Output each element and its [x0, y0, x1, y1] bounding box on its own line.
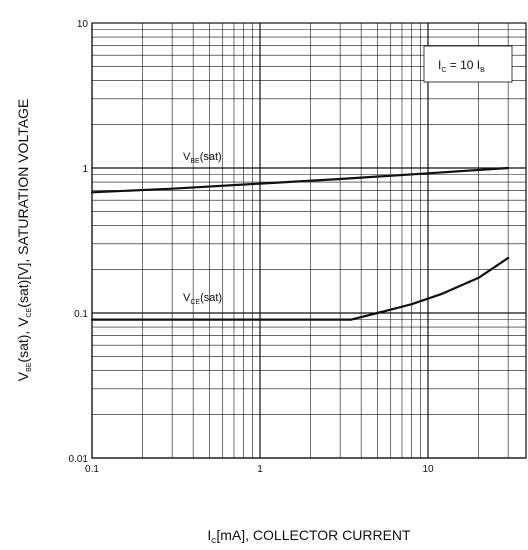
- annotation-box: [423, 45, 513, 83]
- series-label-vbe: VBE(sat): [183, 151, 222, 165]
- annotation-text: IC = 10 IB: [438, 58, 485, 74]
- x-tick-label: 1: [257, 464, 263, 475]
- x-axis-title: IC[mA], COLLECTOR CURRENT: [207, 527, 411, 545]
- grid-lines: [91, 23, 526, 459]
- series-label-vce: VCE(sat): [183, 292, 222, 306]
- y-axis-title: VBE(sat), VCE(sat)[V], SATURATION VOLTAG…: [15, 99, 33, 382]
- plot-frame: [91, 22, 527, 459]
- series-curves: [90, 166, 510, 321]
- y-tick-label: 0.1: [74, 309, 88, 320]
- x-tick-label: 0.1: [85, 464, 99, 475]
- vbe-sat-curve: [90, 166, 510, 194]
- x-tick-label: 10: [422, 464, 434, 475]
- vce-sat-curve: [90, 256, 510, 321]
- y-tick-label: 10: [77, 19, 89, 30]
- y-tick-label: 0.01: [69, 454, 89, 465]
- y-tick-label: 1: [82, 164, 88, 175]
